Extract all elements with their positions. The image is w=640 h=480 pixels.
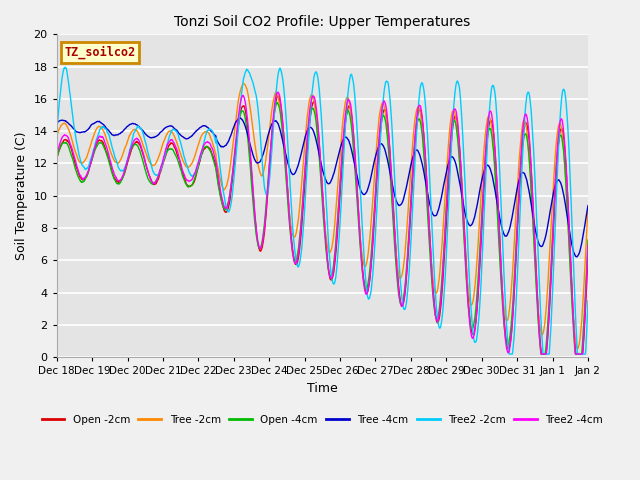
X-axis label: Time: Time	[307, 382, 338, 395]
Y-axis label: Soil Temperature (C): Soil Temperature (C)	[15, 132, 28, 260]
Title: Tonzi Soil CO2 Profile: Upper Temperatures: Tonzi Soil CO2 Profile: Upper Temperatur…	[174, 15, 470, 29]
Text: TZ_soilco2: TZ_soilco2	[65, 46, 136, 59]
Legend: Open -2cm, Tree -2cm, Open -4cm, Tree -4cm, Tree2 -2cm, Tree2 -4cm: Open -2cm, Tree -2cm, Open -4cm, Tree -4…	[37, 411, 607, 429]
